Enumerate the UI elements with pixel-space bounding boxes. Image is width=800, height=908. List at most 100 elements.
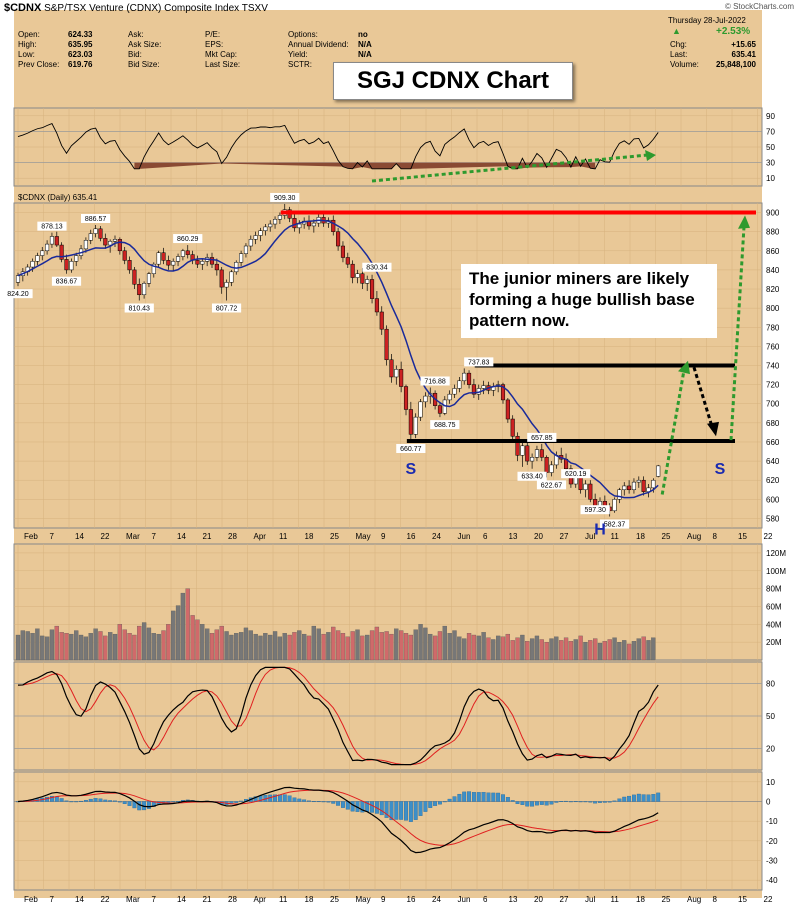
candle-body [336,231,341,247]
macd-histogram-bar [93,798,98,802]
candle-body [30,261,35,268]
x-tick-label: 22 [101,895,110,904]
arrowhead-icon [738,215,750,229]
price-label: 807.72 [216,306,238,313]
price-label-bg [527,432,557,442]
price-label: 824.20 [7,291,29,298]
volume-bar [462,638,467,661]
macd-histogram-bar [54,796,59,802]
price-tick-label: 820 [766,285,780,294]
volume-bar [335,630,341,661]
macd-histogram-bar [646,794,651,802]
stochastic-panel: 20 50 80 [13,661,775,771]
volume-bar [156,633,161,661]
x-tick-label: 27 [560,532,569,541]
chart-title: $CDNX S&P/TSX Venture (CDNX) Composite I… [4,2,268,14]
price-label-bg [517,471,547,481]
volume-bar [495,635,501,661]
annotation-note: The junior miners are likely forming a h… [461,264,717,338]
volume-bar [471,634,477,661]
macd-histogram-bar [442,801,447,803]
volume-bar [563,637,569,661]
candle-body [399,369,404,387]
price-label-bg [580,505,610,515]
candle-body [384,328,389,361]
rsi-tick-label: 10 [766,174,775,183]
macd-histogram-bar [564,800,568,802]
x-tick-label: 24 [432,532,441,541]
candle-body [549,464,554,473]
volume-bar [88,633,93,661]
volume-bar [146,627,152,661]
chart-background [14,10,762,898]
macd-histogram-bar [505,797,510,802]
price-label-bg [536,480,567,490]
volume-bar [141,622,147,661]
candle-body [239,253,244,263]
macd-histogram-bar [617,798,622,802]
candle-body [132,269,137,285]
asksize-label: Ask Size: [128,40,162,49]
volume-label: Volume: [670,60,699,69]
candle-body [248,239,253,247]
volume-bar [238,632,244,661]
prevclose-label: Prev Close: [18,60,60,69]
volume-bar [374,626,380,661]
price-tick-label: 840 [766,266,780,275]
volume-bar [544,642,549,661]
volume-bar [93,628,98,661]
pattern-label: S [406,461,417,478]
x-tick-label: Jul [585,895,595,904]
volume-bar [25,631,30,661]
candle-body [481,385,486,389]
rsi-tick-label: 70 [766,127,775,136]
candle-body [156,252,161,265]
volume-bar [248,630,253,661]
price-label: 810.43 [129,306,151,313]
volume-bar [646,640,651,661]
quote-values: +15.65 635.41 25,848,100 [716,40,756,70]
macd-tick-label: -20 [766,837,778,846]
candle-body [331,219,336,232]
volume-bar [214,629,220,661]
price-label: 620.19 [565,471,587,478]
options-label: Options: [288,30,318,39]
x-tick-label: 22 [764,532,773,541]
x-tick-label: Mar [126,895,140,904]
candle-body [88,233,93,241]
volume-bar [340,633,346,661]
candle-body [258,230,263,236]
volume-bar [40,635,45,661]
macd-histogram-bar [433,801,438,806]
volume-bar [500,636,506,661]
x-tick-label: 28 [228,532,237,541]
macd-histogram-bar [520,801,525,805]
dividend-label: Annual Dividend: [288,40,349,49]
candle-body [505,399,510,420]
candle-body [69,261,74,271]
price-tick-label: 800 [766,304,780,313]
volume-bar [175,605,181,661]
volume-bar [403,633,409,661]
volume-bar [277,636,283,661]
macd-histogram-bar [457,793,462,802]
x-tick-label: 21 [203,895,212,904]
volume-bar [297,630,302,661]
exchange: TSXV [241,3,268,14]
volume-bar [529,638,535,661]
yield-label: Yield: [288,50,308,59]
macd-histogram-bar [113,800,117,802]
x-tick-label: Apr [254,895,267,904]
macd-histogram-bar [418,801,423,816]
candle-body [229,271,234,283]
price-label-bg [124,303,154,313]
x-tick-label: 22 [101,532,110,541]
macd-histogram-bar [452,796,457,802]
candle-body [408,409,413,435]
price-tick-label: 860 [766,247,780,256]
x-tick-label: 24 [432,895,441,904]
price-label-bg [430,420,460,430]
x-tick-label: Jul [585,532,595,541]
x-tick-label: 16 [407,895,416,904]
price-tick-label: 700 [766,400,780,409]
